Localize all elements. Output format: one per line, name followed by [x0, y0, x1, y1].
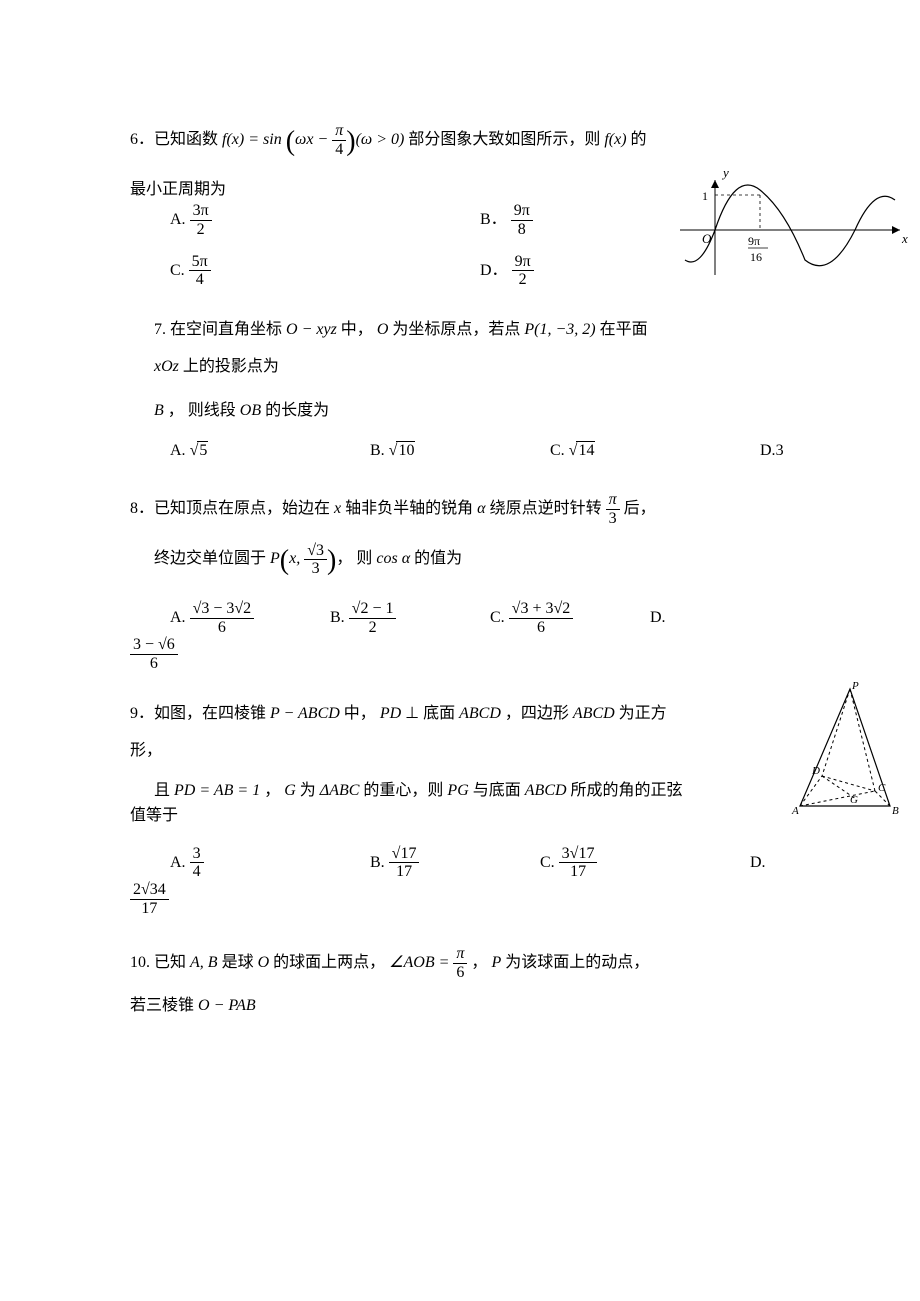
q8-number: 8．: [130, 500, 154, 517]
q6-xlabel: x: [901, 231, 908, 246]
q7-stem: 7. 在空间直角坐标 O − xyz 中， O 为坐标原点，若点 P(1, −3…: [154, 317, 790, 343]
q6-optB: 9π8: [511, 202, 533, 238]
q8-options: A. √3 − 3√26 B. √2 − 12 C. √3 + 3√26 D.: [170, 600, 790, 636]
q10-stem: 10. 已知 A, B 是球 O 的球面上两点， ∠AOB = π6 ， P 为…: [130, 945, 790, 981]
q8-optE: 3 − √66: [130, 636, 790, 672]
q9-line2: 且 PD = AB = 1 ， G 为 ΔABC 的重心，则 PG 与底面 AB…: [154, 778, 790, 804]
q6-origin: O: [702, 231, 712, 246]
question-8: 8．已知顶点在原点，始边在 x 轴非负半轴的锐角 α 绕原点逆时针转 π3 后，…: [130, 491, 790, 672]
q9-options: A. 34 B. √1717 C. 3√1717 D.: [170, 845, 790, 881]
q10-pi6: π6: [453, 945, 467, 981]
q8-optA: √3 − 3√26: [190, 600, 255, 636]
q8-pfrac: √33: [304, 542, 327, 578]
q6-ytick: 1: [702, 189, 708, 203]
q6-ylabel: y: [721, 165, 729, 180]
q9-figure: P A B C D G: [790, 681, 910, 830]
q7-optD: 3: [776, 442, 784, 459]
q8-pi3: π3: [606, 491, 620, 527]
q6-graph: 1 y x O 9π 16: [680, 175, 910, 294]
question-6: 6．已知函数 f(x) = sin (ωx − π4)(ω > 0) 部分图象大…: [130, 120, 790, 289]
svg-text:P: P: [851, 680, 859, 692]
q6-xtick-num: 9π: [748, 234, 760, 248]
q6-optC: 5π4: [189, 253, 211, 289]
q7-optB: 10: [389, 438, 416, 464]
svg-text:A: A: [791, 805, 799, 817]
q7-line3: B ， 则线段 OB 的长度为: [154, 398, 790, 424]
q6-pi4: π4: [332, 122, 346, 158]
q6-number: 6．: [130, 131, 154, 148]
svg-text:D: D: [811, 765, 820, 777]
q8-stem: 8．已知顶点在原点，始边在 x 轴非负半轴的锐角 α 绕原点逆时针转 π3 后，: [130, 491, 790, 527]
q7-optC: 14: [569, 438, 596, 464]
q9-optB: √1717: [389, 845, 420, 881]
svg-text:G: G: [850, 794, 858, 806]
question-9: P A B C D G 9．如图，在四棱锥 P − ABCD 中， PD ⊥ 底…: [130, 701, 790, 918]
svg-text:C: C: [878, 782, 886, 794]
q6-optA: 3π2: [190, 202, 212, 238]
q10-number: 10.: [130, 954, 150, 971]
q10-line2: 若三棱锥 O − PAB: [130, 993, 790, 1019]
question-10: 10. 已知 A, B 是球 O 的球面上两点， ∠AOB = π6 ， P 为…: [130, 945, 790, 1019]
q9-stem: 9．如图，在四棱锥 P − ABCD 中， PD ⊥ 底面 ABCD ，四边形 …: [130, 701, 790, 727]
q8-line2: 终边交单位圆于 P(x, √33)， 则 cos α 的值为: [154, 539, 790, 584]
q9-number: 9．: [130, 705, 154, 722]
q6-stem: 6．已知函数 f(x) = sin (ωx − π4)(ω > 0) 部分图象大…: [130, 120, 790, 165]
q7-number: 7.: [154, 321, 166, 338]
svg-text:B: B: [892, 805, 899, 817]
q7-optA: 5: [190, 438, 209, 464]
q9-optE: 2√3417: [130, 881, 790, 917]
q6-optD: 9π2: [512, 253, 534, 289]
q7-options: A. 5 B. 10 C. 14 D.3: [170, 438, 790, 464]
q9-optA: 34: [190, 845, 204, 881]
q8-optC: √3 + 3√26: [509, 600, 574, 636]
q7-line2: xOz 上的投影点为: [154, 354, 790, 380]
q9-optC: 3√1717: [559, 845, 598, 881]
question-7: 7. 在空间直角坐标 O − xyz 中， O 为坐标原点，若点 P(1, −3…: [130, 317, 790, 463]
q8-optB: √2 − 12: [349, 600, 397, 636]
q6-xtick-den: 16: [750, 250, 762, 264]
